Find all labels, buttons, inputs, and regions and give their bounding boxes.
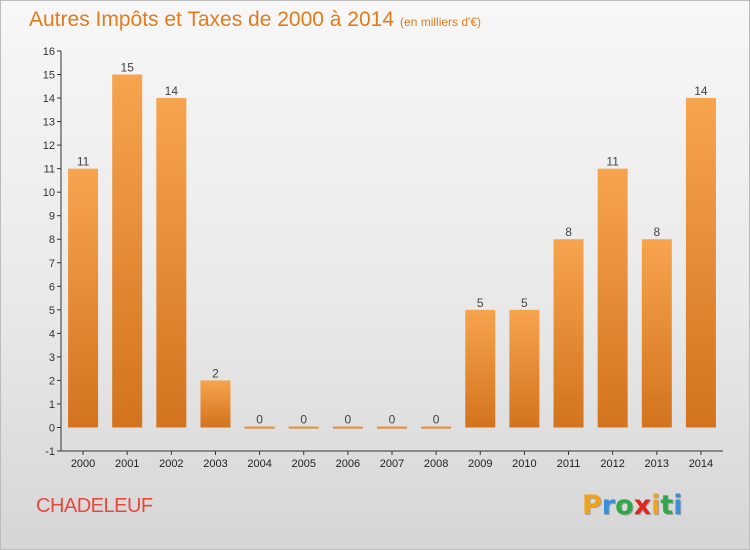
bar-2007: [377, 426, 407, 429]
y-tick-label: 2: [49, 375, 55, 387]
proxiti-logo[interactable]: Proxiti: [582, 490, 683, 521]
data-label: 0: [389, 412, 396, 426]
x-tick-label: 2003: [203, 458, 227, 470]
y-tick-label: 14: [43, 93, 55, 105]
x-tick-label: 2010: [512, 458, 536, 470]
bar-2003: [200, 380, 231, 428]
y-tick-label: 9: [49, 211, 55, 223]
x-tick-label: 2014: [689, 458, 713, 470]
bar-2010: [509, 309, 540, 428]
y-tick-label: 16: [43, 46, 55, 58]
bar-2009: [465, 309, 496, 428]
logo-letter: i: [651, 490, 661, 521]
logo-letter: t: [660, 490, 674, 521]
y-tick-label: 15: [43, 70, 55, 82]
bar-2012: [597, 168, 628, 428]
logo-letter: i: [673, 490, 683, 521]
data-label: 8: [565, 225, 572, 239]
y-tick-label: 0: [49, 422, 55, 434]
y-tick-label: 4: [49, 328, 55, 340]
bar-2002: [156, 98, 187, 428]
y-tick-label: 7: [49, 258, 55, 270]
x-tick-label: 2009: [468, 458, 492, 470]
x-tick-label: 2008: [424, 458, 448, 470]
data-label: 5: [477, 296, 484, 310]
x-tick-label: 2006: [336, 458, 360, 470]
bar-2004: [244, 426, 275, 429]
data-label: 0: [300, 412, 307, 426]
y-tick-label: 5: [49, 305, 55, 317]
y-tick-label: 10: [43, 187, 55, 199]
bar-2006: [332, 426, 363, 429]
labels-layer: 11 15 14 2 0 0 0 0 0 5 5 8 11 8 14: [77, 61, 708, 427]
x-tick-label: 2004: [247, 458, 271, 470]
logo-letter: P: [582, 490, 602, 521]
data-label: 8: [653, 225, 660, 239]
bar-2014: [685, 98, 716, 428]
data-label: 11: [77, 155, 90, 169]
bar-2001: [112, 74, 143, 428]
x-tick-label: 2011: [557, 458, 581, 470]
bar-2013: [641, 239, 672, 428]
data-label: 0: [433, 412, 440, 426]
y-tick-label: 11: [44, 164, 55, 176]
y-tick-label: 8: [49, 234, 55, 246]
logo-letter: o: [615, 490, 634, 521]
data-label: 15: [121, 61, 135, 75]
data-label: 14: [694, 84, 708, 98]
data-label: 5: [521, 296, 528, 310]
data-label: 2: [212, 366, 219, 380]
x-tick-label: 2012: [600, 458, 624, 470]
x-tick-label: 2005: [291, 458, 315, 470]
bar-2011: [553, 239, 584, 428]
y-tick-label: 1: [49, 399, 55, 411]
bar-2008: [421, 426, 452, 429]
x-tick-label: 2007: [380, 458, 404, 470]
y-tick-label: -1: [45, 446, 55, 458]
logo-letter: r: [601, 490, 616, 521]
bar-2000: [68, 168, 99, 428]
chart-title: Autres Impôts et Taxes de 2000 à 2014 (en…: [29, 8, 481, 32]
data-label: 0: [256, 412, 263, 426]
x-tick-label: 2001: [115, 458, 139, 470]
data-label: 0: [345, 412, 352, 426]
x-tick-label: 2002: [159, 458, 183, 470]
x-tick-label: 2000: [71, 458, 95, 470]
x-tick-label: 2013: [645, 458, 669, 470]
chart-title-text: Autres Impôts et Taxes de 2000 à 2014: [29, 8, 395, 31]
place-name: CHADELEUF: [36, 495, 153, 517]
data-label: 14: [165, 84, 179, 98]
y-tick-label: 6: [49, 281, 55, 293]
bars-layer: [68, 74, 716, 429]
bar-2005: [288, 426, 319, 429]
logo-letter: x: [633, 490, 652, 521]
data-label: 11: [606, 155, 619, 169]
y-tick-label: 12: [43, 140, 55, 152]
y-tick-label: 3: [49, 352, 55, 364]
y-tick-label: 13: [43, 117, 55, 129]
chart-subtitle: (en milliers d'€): [400, 15, 482, 29]
